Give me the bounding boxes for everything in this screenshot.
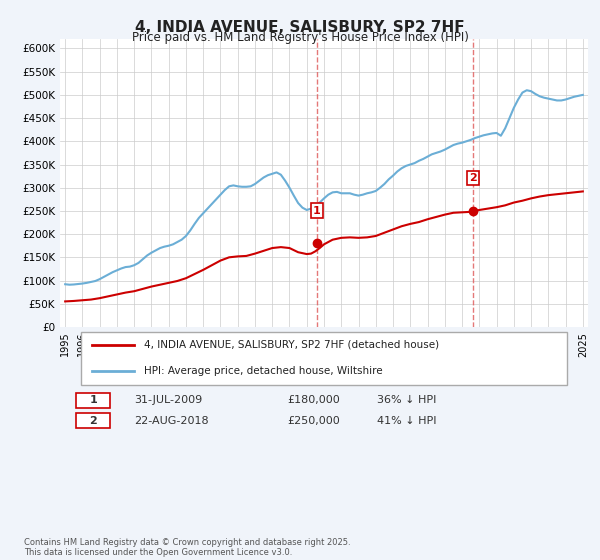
Text: £250,000: £250,000 — [287, 416, 340, 426]
Text: Contains HM Land Registry data © Crown copyright and database right 2025.
This d: Contains HM Land Registry data © Crown c… — [24, 538, 350, 557]
Text: 1: 1 — [89, 395, 97, 405]
Text: 4, INDIA AVENUE, SALISBURY, SP2 7HF: 4, INDIA AVENUE, SALISBURY, SP2 7HF — [135, 20, 465, 35]
Text: 36% ↓ HPI: 36% ↓ HPI — [377, 395, 436, 405]
Text: 1: 1 — [313, 206, 320, 216]
FancyBboxPatch shape — [76, 413, 110, 428]
Text: 31-JUL-2009: 31-JUL-2009 — [134, 395, 202, 405]
Text: 22-AUG-2018: 22-AUG-2018 — [134, 416, 209, 426]
Text: 4, INDIA AVENUE, SALISBURY, SP2 7HF (detached house): 4, INDIA AVENUE, SALISBURY, SP2 7HF (det… — [145, 339, 440, 349]
Text: 2: 2 — [89, 416, 97, 426]
Text: £180,000: £180,000 — [287, 395, 340, 405]
Text: HPI: Average price, detached house, Wiltshire: HPI: Average price, detached house, Wilt… — [145, 366, 383, 376]
Text: 41% ↓ HPI: 41% ↓ HPI — [377, 416, 436, 426]
Text: 2: 2 — [469, 173, 477, 183]
FancyBboxPatch shape — [81, 332, 567, 385]
FancyBboxPatch shape — [76, 393, 110, 408]
Text: Price paid vs. HM Land Registry's House Price Index (HPI): Price paid vs. HM Land Registry's House … — [131, 31, 469, 44]
